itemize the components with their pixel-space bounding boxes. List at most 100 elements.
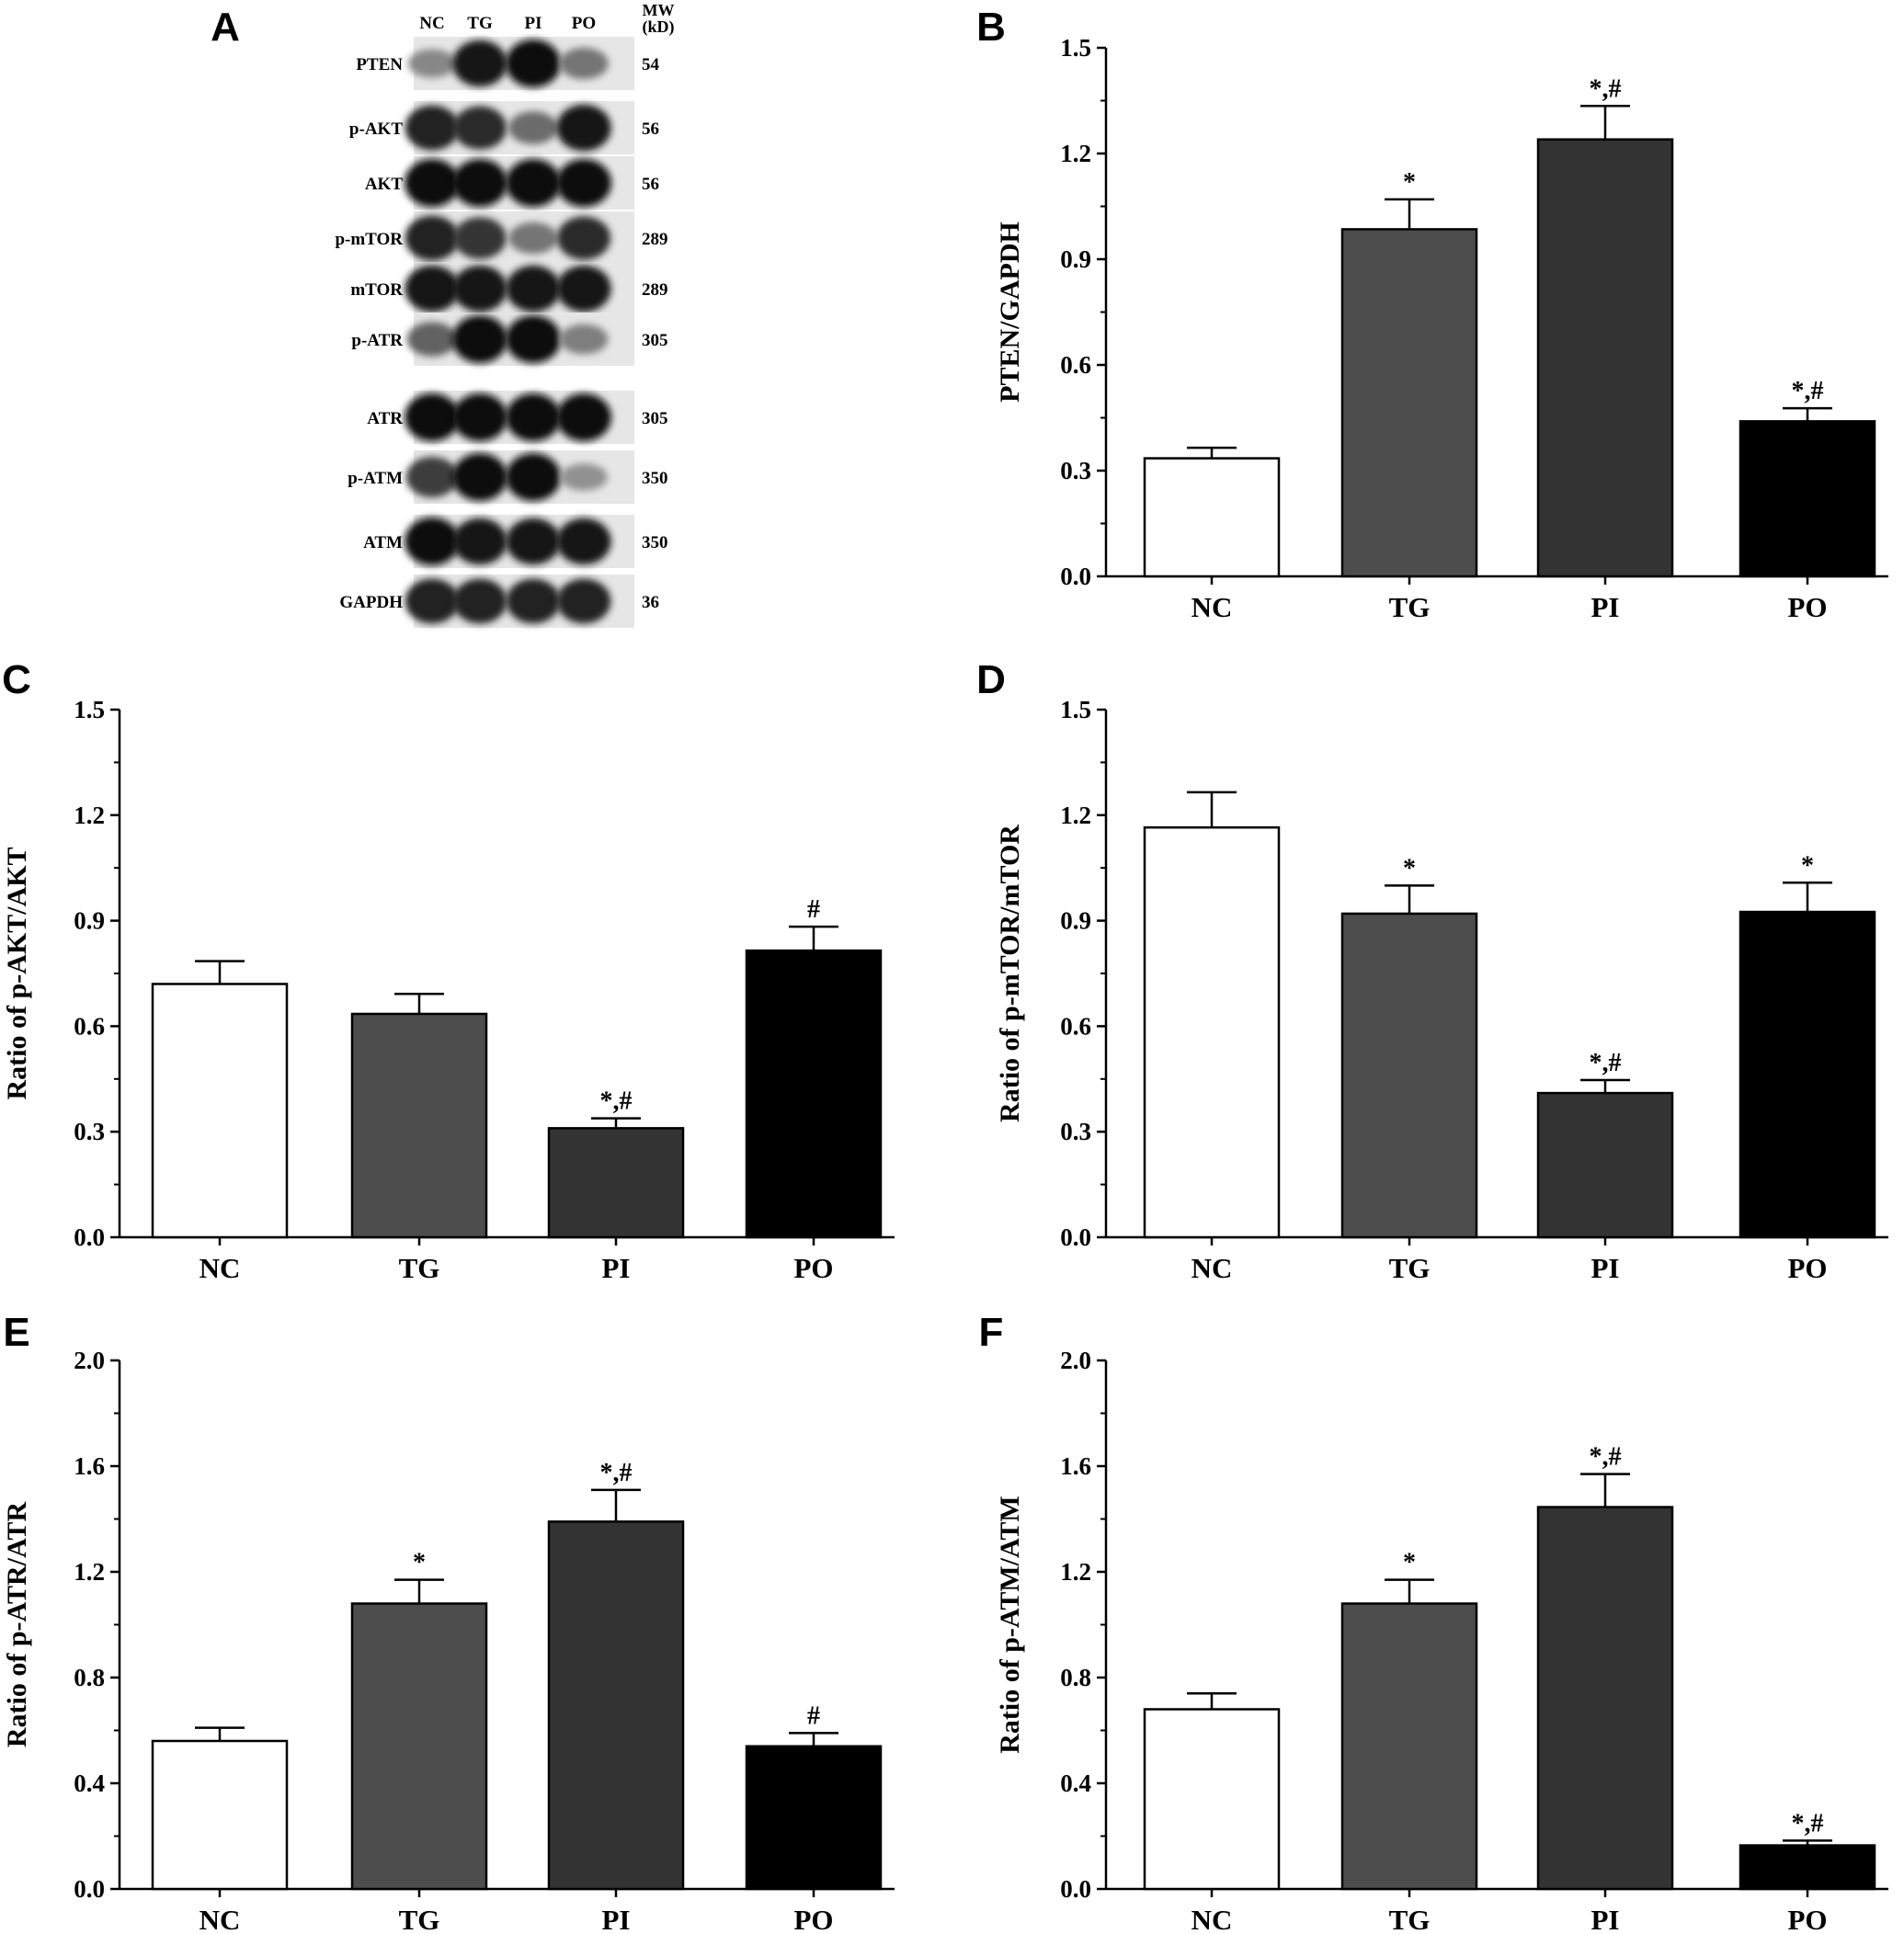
blot-protein-label: ATR [367, 409, 403, 428]
y-tick-label: 0.6 [1060, 351, 1091, 379]
y-axis-label: Ratio of p-ATM/ATM [995, 1496, 1025, 1754]
x-tick-label: PO [1787, 1904, 1827, 1934]
y-tick-label: 0.0 [1060, 563, 1091, 590]
blot-protein-label: mTOR [350, 280, 403, 300]
blot-band [556, 518, 611, 565]
y-tick-label: 1.6 [74, 1452, 105, 1480]
y-axis-label: Ratio of p-AKT/AKT [2, 847, 32, 1099]
western-blot-panel: A NC TG PI PO MW(kD) PTEN 54 p-AKT 56 AKT 56 p-mTOR 2… [211, 1, 675, 628]
bar-tg [1340, 912, 1478, 1239]
x-tick-label: TG [1389, 591, 1431, 623]
y-tick-label: 0.6 [74, 1012, 105, 1040]
blot-row-akt: AKT 56 [365, 156, 659, 210]
blot-band [452, 518, 507, 565]
blot-mw-label: 56 [642, 175, 659, 194]
blot-band [405, 105, 460, 151]
x-tick-label: TG [399, 1252, 440, 1284]
y-tick-label: 0.4 [1060, 1769, 1091, 1797]
blot-band [506, 518, 561, 565]
bar-nc [1143, 457, 1281, 578]
blot-protein-label: p-ATM [348, 469, 403, 488]
bar-tg [1340, 1602, 1478, 1891]
blot-mw-label: 305 [642, 331, 668, 350]
blot-row-p-atr: p-ATR 305 [351, 313, 668, 366]
y-axis-label: Ratio of p-mTOR/mTOR [995, 825, 1025, 1122]
x-tick-label: NC [1191, 1904, 1233, 1934]
blot-row-atr: ATR 305 [367, 391, 668, 444]
significance-label: *,# [1590, 74, 1622, 103]
blot-protein-label: AKT [365, 175, 404, 194]
significance-label: *,# [1792, 377, 1824, 405]
x-tick-label: TG [399, 1904, 440, 1934]
blot-band [559, 324, 609, 355]
blot-band [506, 40, 561, 87]
y-tick-label: 1.6 [1060, 1452, 1091, 1480]
x-tick-label: PO [1787, 591, 1827, 623]
panel-label-d: D [976, 657, 1006, 702]
y-tick-label: 2.0 [1060, 1347, 1091, 1374]
bar-pi [547, 1127, 685, 1239]
x-tick-label: PO [793, 1904, 833, 1934]
bar-po [1739, 420, 1876, 578]
significance-label: # [807, 1701, 820, 1730]
x-tick-label: PI [602, 1904, 631, 1934]
bar-nc [1143, 1708, 1281, 1891]
significance-label: *,# [1590, 1049, 1622, 1077]
panel-label-f: F [979, 1310, 1004, 1355]
blot-band [405, 215, 460, 261]
blot-mw-label: 54 [642, 55, 660, 74]
blot-band [506, 393, 561, 441]
blot-row-atm: ATM 350 [363, 515, 668, 568]
y-axis-label: PTEN/GAPDH [995, 222, 1025, 403]
blot-band [556, 265, 611, 313]
significance-label: * [1801, 851, 1814, 880]
blot-band [560, 463, 608, 491]
bar-pi [1536, 1506, 1674, 1891]
blot-band [405, 159, 460, 207]
x-tick-label: NC [200, 1904, 241, 1934]
y-tick-label: 1.2 [1060, 802, 1091, 829]
significance-label: * [1403, 168, 1416, 197]
bar-po [1739, 910, 1876, 1239]
significance-label: *,# [1590, 1443, 1622, 1472]
y-tick-label: 0.3 [1060, 1118, 1091, 1145]
y-tick-label: 1.2 [74, 1558, 105, 1586]
blot-band [452, 265, 507, 313]
panel-label-b: B [976, 5, 1006, 50]
bar-pi [1536, 138, 1674, 578]
blot-band [452, 106, 507, 150]
blot-protein-label: p-AKT [349, 119, 403, 139]
y-tick-label: 0.6 [1060, 1012, 1091, 1040]
y-tick-label: 1.2 [74, 802, 105, 829]
y-axis-label: Ratio of p-ATR/ATR [2, 1502, 32, 1748]
blot-band [506, 578, 561, 624]
significance-label: * [1403, 854, 1416, 882]
chart-panel-b: B 0.0 0.3 0.6 0.9 1.2 1.5 PTEN/GAPDH NC * TG *,# PI *… [976, 5, 1888, 623]
blot-row-p-mtor: p-mTOR 289 [335, 211, 668, 265]
blot-row-pten: PTEN 54 [356, 37, 660, 90]
blot-row-p-atm: p-ATM 350 [348, 450, 668, 504]
significance-label: *,# [600, 1459, 633, 1487]
blot-band [506, 453, 561, 501]
blot-band [506, 315, 561, 363]
bar-tg [1340, 228, 1478, 578]
blot-band [452, 40, 507, 87]
panel-label-a: A [211, 5, 240, 50]
blot-band [405, 265, 460, 313]
blot-band [556, 393, 611, 441]
y-tick-label: 1.5 [1060, 34, 1091, 62]
y-tick-label: 0.9 [74, 907, 105, 935]
bar-nc [151, 1739, 289, 1891]
y-tick-label: 1.2 [1060, 140, 1091, 167]
blot-row-gapdh: GAPDH 36 [339, 575, 659, 628]
blot-lane-label: PI [525, 14, 542, 33]
blot-protein-label: p-ATR [351, 331, 403, 350]
blot-band [407, 49, 457, 78]
y-tick-label: 2.0 [74, 1347, 105, 1374]
significance-label: *,# [600, 1087, 633, 1116]
y-tick-label: 0.8 [74, 1664, 105, 1691]
x-tick-label: TG [1389, 1252, 1431, 1284]
blot-band [556, 578, 611, 624]
blot-band [405, 518, 460, 565]
